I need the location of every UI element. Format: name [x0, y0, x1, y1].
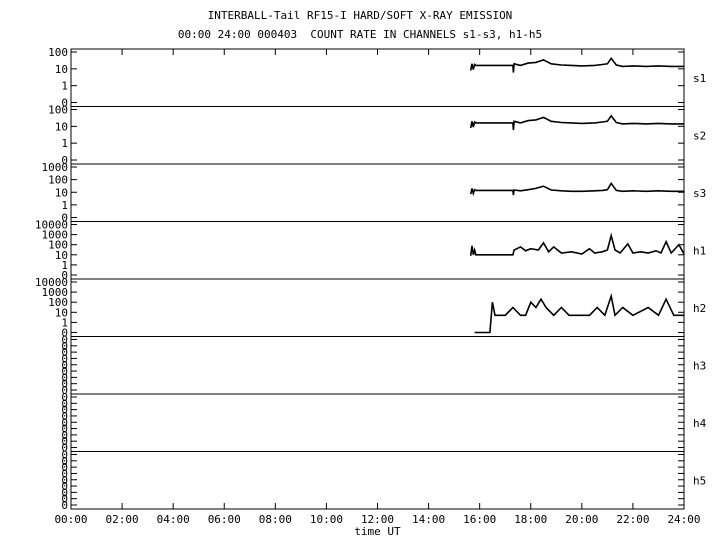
x-tick-label: 08:00 — [259, 513, 292, 526]
panel-frame-h3 — [70, 336, 685, 395]
series-line-h1 — [469, 232, 685, 256]
x-tick-label: 22:00 — [616, 513, 649, 526]
x-tick-label: 14:00 — [412, 513, 445, 526]
y-tick-label-h3: 0 — [61, 378, 68, 391]
y-tick-label-s3: 1 — [61, 199, 68, 212]
y-tick-label-h4: 0 — [61, 435, 68, 448]
y-tick-label-h4: 0 — [61, 429, 68, 442]
y-tick-label-h1: 0 — [61, 269, 68, 282]
y-tick-label-h3: 0 — [61, 340, 68, 353]
y-tick-label-h5: 0 — [61, 486, 68, 499]
y-tick-label-h2: 10 — [55, 306, 68, 319]
y-tick-label-h5: 0 — [61, 480, 68, 493]
channel-label-h3: h3 — [693, 359, 706, 372]
panel-frame-s3 — [70, 163, 685, 222]
y-tick-label-s2: 10 — [55, 120, 68, 133]
y-tick-label-h3: 0 — [61, 359, 68, 372]
y-tick-label-h3: 0 — [61, 365, 68, 378]
y-tick-label-s2: 100 — [48, 104, 68, 117]
y-tick-label-h2: 10000 — [35, 276, 68, 289]
y-tick-label-s3: 10 — [55, 186, 68, 199]
x-tick-label: 18:00 — [514, 513, 547, 526]
y-tick-label-h4: 0 — [61, 442, 68, 455]
y-tick-label-s2: 0 — [61, 154, 68, 167]
y-tick-label-h5: 0 — [61, 461, 68, 474]
chart-title: INTERBALL-Tail RF15-I HARD/SOFT X-RAY EM… — [207, 9, 513, 22]
y-tick-label-h2: 0 — [61, 327, 68, 340]
x-tick-label: 00:00 — [54, 513, 87, 526]
channel-label-h4: h4 — [693, 417, 707, 430]
x-tick-label: 06:00 — [208, 513, 241, 526]
y-tick-label-h3: 0 — [61, 346, 68, 359]
y-tick-label-h4: 0 — [61, 410, 68, 423]
y-tick-label-s3: 1000 — [42, 161, 69, 174]
channel-label-h1: h1 — [693, 244, 706, 257]
channel-label-s2: s2 — [693, 129, 706, 142]
x-tick-label: 10:00 — [310, 513, 343, 526]
y-tick-label-s2: 1 — [61, 137, 68, 150]
y-tick-label-h3: 0 — [61, 334, 68, 347]
y-tick-label-h1: 1 — [61, 259, 68, 272]
x-tick-label: 12:00 — [361, 513, 394, 526]
y-tick-label-h5: 0 — [61, 493, 68, 506]
y-tick-label-h5: 0 — [61, 474, 68, 487]
panel-frame-s1 — [70, 48, 685, 107]
y-tick-label-h4: 0 — [61, 416, 68, 429]
y-tick-label-h4: 0 — [61, 423, 68, 436]
channel-label-h5: h5 — [693, 474, 706, 487]
panel-frame-h5 — [70, 451, 685, 510]
panel-frame-h2 — [70, 278, 685, 337]
y-tick-label-h2: 100 — [48, 296, 68, 309]
y-tick-label-h1: 100 — [48, 239, 68, 252]
y-tick-label-h3: 0 — [61, 371, 68, 384]
y-tick-label-h5: 0 — [61, 467, 68, 480]
y-tick-label-h4: 0 — [61, 404, 68, 417]
y-tick-label-h4: 0 — [61, 391, 68, 404]
y-tick-label-h2: 1000 — [42, 286, 69, 299]
y-tick-label-h1: 10 — [55, 249, 68, 262]
channel-label-s3: s3 — [693, 187, 706, 200]
y-tick-label-h5: 0 — [61, 499, 68, 512]
y-tick-label-s1: 1 — [61, 80, 68, 93]
y-tick-label-h3: 0 — [61, 352, 68, 365]
panel-frame-s2 — [70, 106, 685, 165]
panel-frame-h4 — [70, 393, 685, 452]
y-tick-label-h4: 0 — [61, 397, 68, 410]
channel-label-s1: s1 — [693, 72, 706, 85]
x-tick-label: 16:00 — [463, 513, 496, 526]
x-tick-label: 24:00 — [667, 513, 700, 526]
y-tick-label-s3: 0 — [61, 212, 68, 225]
x-tick-label: 02:00 — [106, 513, 139, 526]
y-tick-label-h2: 1 — [61, 316, 68, 329]
series-line-s3 — [469, 181, 684, 197]
y-tick-label-h5: 0 — [61, 455, 68, 468]
x-axis-label: time UT — [354, 525, 401, 538]
chart-subtitle: 00:00 24:00 000403 COUNT RATE IN CHANNEL… — [177, 28, 543, 41]
y-tick-label-h5: 0 — [61, 449, 68, 462]
x-tick-label: 04:00 — [157, 513, 190, 526]
y-tick-label-s1: 0 — [61, 97, 68, 110]
y-tick-label-s3: 100 — [48, 174, 68, 187]
y-tick-label-s1: 10 — [55, 63, 68, 76]
series-line-s2 — [469, 114, 684, 131]
x-tick-label: 20:00 — [565, 513, 598, 526]
y-tick-label-s1: 100 — [48, 46, 68, 59]
y-tick-label-h1: 1000 — [42, 229, 69, 242]
series-line-s1 — [469, 56, 684, 73]
y-tick-label-h3: 0 — [61, 384, 68, 397]
channel-label-h2: h2 — [693, 302, 706, 315]
series-line-h2 — [474, 292, 684, 334]
y-tick-label-h1: 10000 — [35, 219, 68, 232]
